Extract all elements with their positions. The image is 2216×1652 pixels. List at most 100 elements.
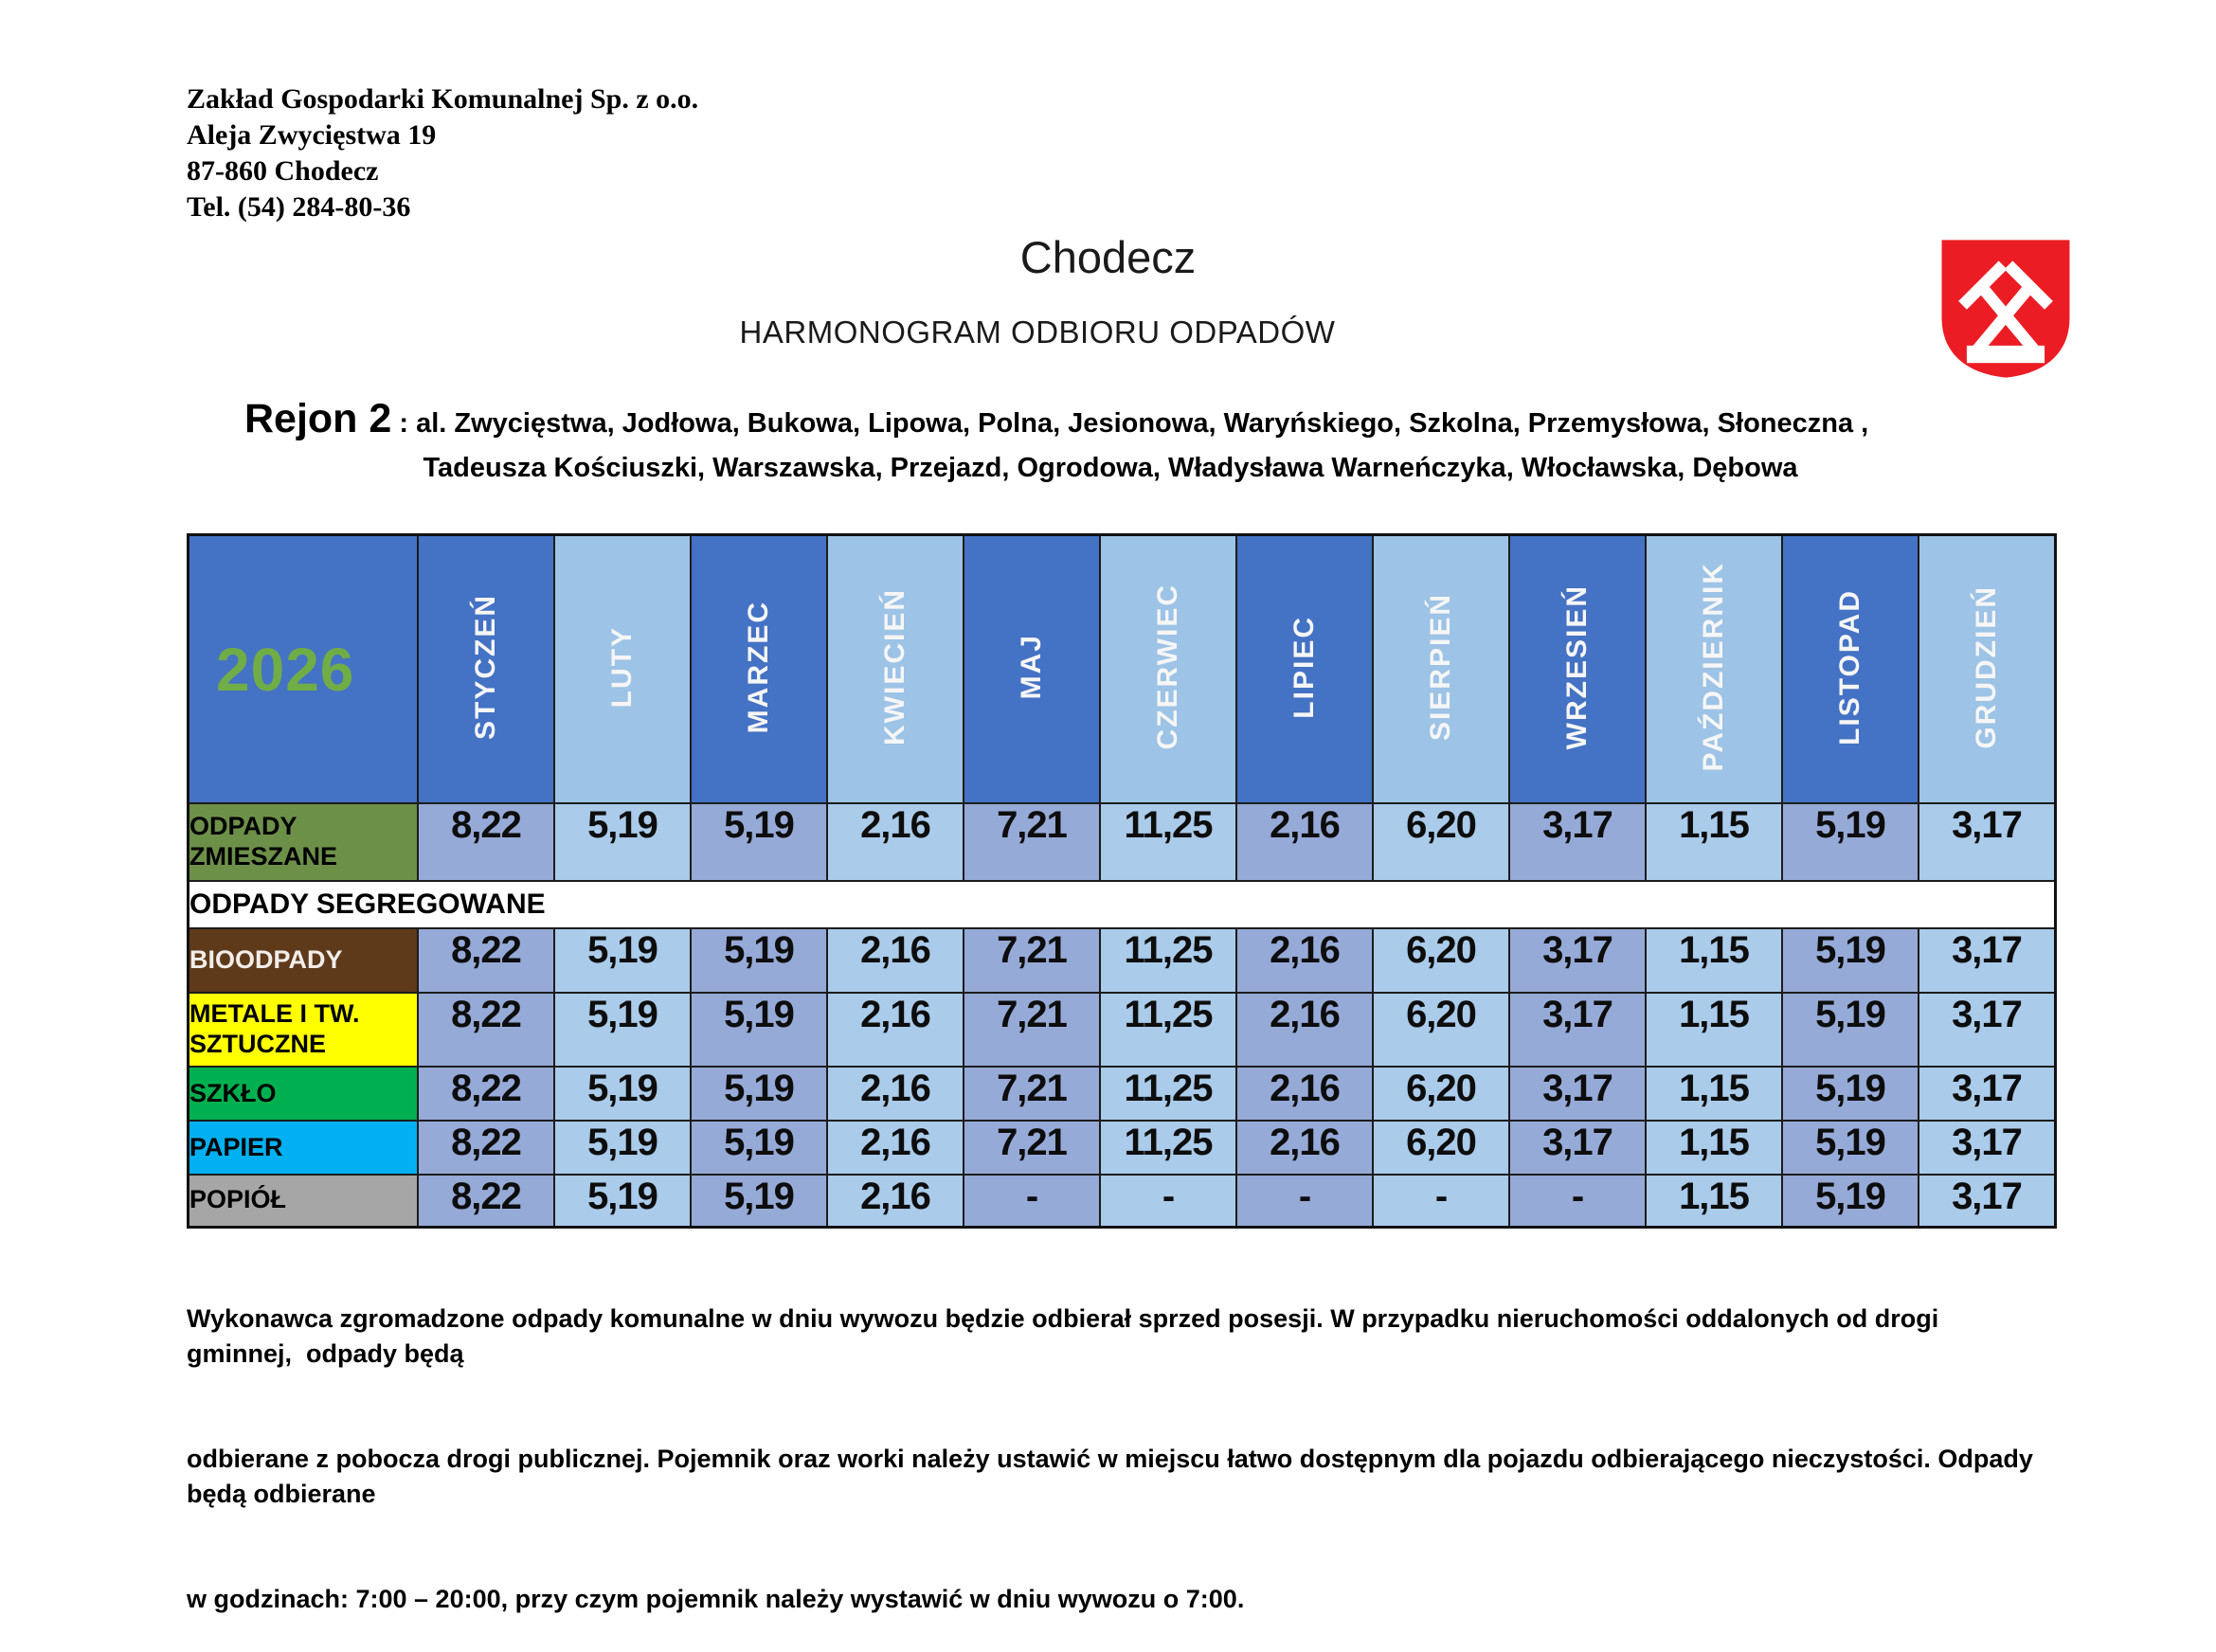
schedule-row: ODPADY ZMIESZANE 8,22 5,19 5,19 2,16 7,21 11,2…: [187, 802, 2057, 882]
month-label: MARZEC: [743, 600, 774, 734]
month-label: LISTOPAD: [1834, 588, 1865, 745]
month-header: PAŹDZIERNIK: [1645, 533, 1783, 804]
page-subtitle: HARMONOGRAM ODBIORU ODPADÓW: [739, 314, 1336, 350]
page-title: Chodecz: [1019, 232, 1197, 282]
month-header: WRZESIEŃ: [1508, 533, 1647, 804]
schedule-row: POPIÓŁ 8,22 5,19 5,19 2,16- - - - -1,15 5,19 3,17: [187, 1174, 2057, 1228]
company-name: Zakład Gospodarki Komunalnej Sp. z o.o.: [187, 83, 699, 115]
schedule-cell: 6,20: [1372, 802, 1510, 882]
month-label: LUTY: [606, 625, 638, 709]
schedule-cell: 2,16: [826, 1066, 964, 1122]
schedule-cell: 2,16: [1235, 1066, 1374, 1122]
schedule-cell: 11,25: [1099, 1120, 1237, 1176]
company-info-block: Zakład Gospodarki Komunalnej Sp. z o.o. …: [187, 81, 698, 225]
waste-schedule-page: { "company": { "name": "Zakład Gospodark…: [187, 81, 2139, 1613]
schedule-cell: 6,20: [1372, 1066, 1510, 1122]
month-label: WRZESIEŃ: [1561, 584, 1593, 750]
schedule-cell: 2,16: [1235, 802, 1374, 882]
month-label: KWIECIEŃ: [879, 588, 910, 745]
schedule-cell: 5,19: [553, 1120, 692, 1176]
schedule-row: BIOODPADY 8,22 5,19 5,19 2,16 7,21 11,25 2,16 6,…: [187, 927, 2057, 994]
schedule-cell: 6,20: [1372, 1120, 1510, 1176]
row-label: BIOODPADY: [187, 927, 419, 994]
schedule-table: 2026 STYCZEŃ LUTY MARZEC KWIECIEŃ MAJ CZERWIEC…: [187, 533, 2057, 1229]
schedule-cell: 7,21: [963, 927, 1101, 994]
month-label: STYCZEŃ: [470, 593, 501, 740]
month-header: MARZEC: [690, 533, 828, 804]
schedule-cell: 5,19: [1781, 1174, 1919, 1228]
schedule-cell: 5,19: [553, 927, 692, 994]
month-label: CZERWIEC: [1152, 584, 1183, 750]
region-streets-line2: Tadeusza Kościuszki, Warszawska, Przejaz…: [423, 453, 1798, 483]
year-cell: 2026: [187, 533, 419, 804]
schedule-table-head: 2026 STYCZEŃ LUTY MARZEC KWIECIEŃ MAJ CZERWIEC…: [187, 533, 2057, 804]
schedule-cell: 11,25: [1099, 1066, 1237, 1122]
month-header: MAJ: [963, 533, 1101, 804]
month-header: STYCZEŃ: [417, 533, 555, 804]
month-label: GRUDZIEŃ: [1971, 584, 2002, 749]
schedule-cell: 5,19: [1781, 992, 1919, 1068]
section-row: ODPADY SEGREGOWANE: [187, 880, 2057, 929]
company-street: Aleja Zwycięstwa 19: [187, 119, 437, 151]
schedule-row: SZKŁO 8,22 5,19 5,19 2,16 7,21 11,25 2,16 6,20 3,…: [187, 1066, 2057, 1122]
schedule-cell: 5,19: [553, 802, 692, 882]
schedule-cell: 3,17: [1918, 1174, 2057, 1228]
schedule-cell: 5,19: [553, 1066, 692, 1122]
schedule-cell: 11,25: [1099, 992, 1237, 1068]
schedule-cell: 3,17: [1508, 927, 1647, 994]
schedule-cell: 7,21: [963, 992, 1101, 1068]
section-label: ODPADY SEGREGOWANE: [187, 880, 2057, 929]
schedule-cell: -: [963, 1174, 1101, 1228]
schedule-cell: 5,19: [553, 1174, 692, 1228]
month-header: LUTY: [553, 533, 692, 804]
footer-line: Wykonawca zgromadzone odpady komunalne w…: [187, 1304, 1946, 1368]
schedule-cell: 3,17: [1918, 802, 2057, 882]
row-label: SZKŁO: [187, 1066, 419, 1122]
schedule-cell: 3,17: [1918, 1120, 2057, 1176]
footer-line: w godzinach: 7:00 – 20:00, przy czym poj…: [187, 1585, 1245, 1613]
schedule-cell: 2,16: [826, 992, 964, 1068]
row-label: ODPADY ZMIESZANE: [187, 802, 419, 882]
schedule-cell: 8,22: [417, 927, 555, 994]
company-city: 87-860 Chodecz: [187, 155, 379, 187]
schedule-cell: 6,20: [1372, 927, 1510, 994]
footer-line: odbierane z pobocza drogi publicznej. Po…: [187, 1445, 2041, 1508]
schedule-table-wrap: 2026 STYCZEŃ LUTY MARZEC KWIECIEŃ MAJ CZERWIEC…: [187, 533, 2057, 1229]
schedule-cell: 2,16: [826, 1174, 964, 1228]
schedule-cell: 2,16: [826, 927, 964, 994]
schedule-cell: 5,19: [690, 1120, 828, 1176]
schedule-cell: 11,25: [1099, 802, 1237, 882]
region-header: Rejon 2 : al. Zwycięstwa, Jodłowa, Bukow…: [244, 396, 2139, 442]
schedule-cell: -: [1372, 1174, 1510, 1228]
schedule-cell: 3,17: [1918, 992, 2057, 1068]
schedule-cell: 3,17: [1508, 992, 1647, 1068]
schedule-cell: 5,19: [553, 992, 692, 1068]
schedule-cell: -: [1099, 1174, 1237, 1228]
month-label: SIERPIEŃ: [1425, 592, 1456, 742]
schedule-cell: 8,22: [417, 1120, 555, 1176]
row-label: METALE I TW. SZTUCZNE: [187, 992, 419, 1068]
schedule-cell: -: [1508, 1174, 1647, 1228]
schedule-cell: 5,19: [690, 992, 828, 1068]
month-header: KWIECIEŃ: [826, 533, 964, 804]
year-label: 2026: [216, 635, 355, 704]
schedule-table-body: ODPADY ZMIESZANE 8,22 5,19 5,19 2,16 7,21 11,2…: [187, 802, 2057, 1228]
month-label: MAJ: [1016, 634, 1047, 700]
month-header: LISTOPAD: [1781, 533, 1919, 804]
schedule-cell: 2,16: [826, 802, 964, 882]
schedule-cell: 8,22: [417, 1066, 555, 1122]
footer-note: Wykonawca zgromadzone odpady komunalne w…: [187, 1231, 2034, 1652]
schedule-cell: 1,15: [1645, 1174, 1783, 1228]
schedule-cell: 1,15: [1645, 927, 1783, 994]
region-streets-line1: : al. Zwycięstwa, Jodłowa, Bukowa, Lipow…: [391, 408, 1869, 439]
month-header: GRUDZIEŃ: [1918, 533, 2057, 804]
month-label: LIPIEC: [1288, 615, 1320, 719]
schedule-cell: 8,22: [417, 992, 555, 1068]
schedule-cell: 5,19: [1781, 802, 1919, 882]
schedule-cell: 5,19: [690, 1066, 828, 1122]
month-header-row: 2026 STYCZEŃ LUTY MARZEC KWIECIEŃ MAJ CZERWIEC…: [187, 533, 2057, 804]
schedule-cell: 1,15: [1645, 992, 1783, 1068]
schedule-cell: 7,21: [963, 1066, 1101, 1122]
schedule-cell: 2,16: [1235, 992, 1374, 1068]
schedule-cell: -: [1235, 1174, 1374, 1228]
